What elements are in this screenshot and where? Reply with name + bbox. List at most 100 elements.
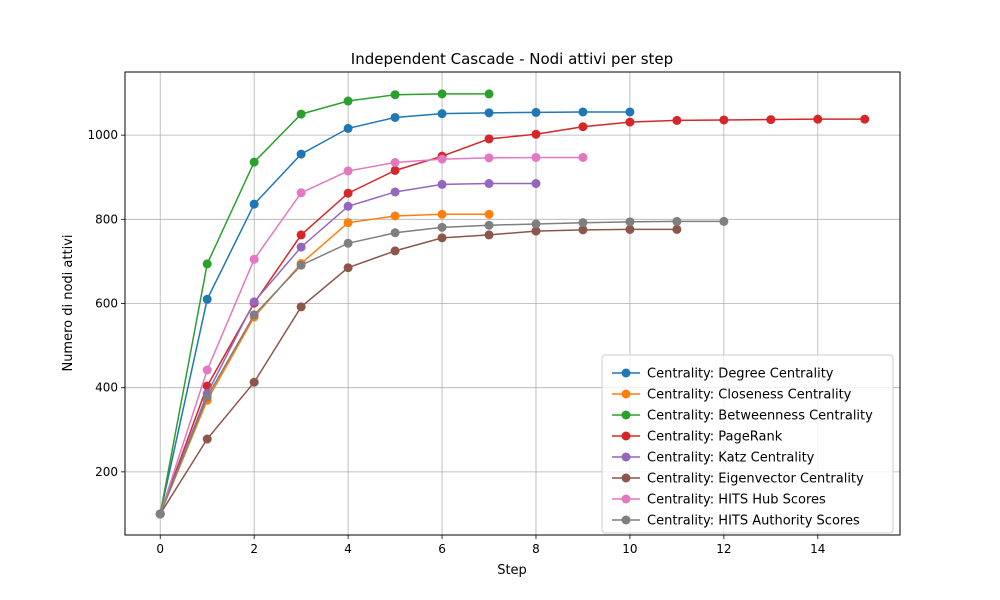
legend-marker [621, 494, 631, 504]
data-point [437, 233, 447, 243]
data-point [390, 157, 400, 167]
series-3 [155, 114, 870, 519]
series-line [159, 93, 490, 515]
data-point [202, 294, 212, 304]
legend-label: Centrality: Closeness Centrality [647, 388, 852, 403]
series-line [159, 213, 490, 515]
legend-item: Centrality: HITS Hub Scores [612, 493, 826, 508]
series-line [159, 118, 865, 515]
data-point [672, 216, 682, 226]
y-tick-label: 400 [95, 381, 118, 395]
data-point [578, 152, 588, 162]
legend-label: Centrality: Degree Centrality [647, 367, 834, 382]
data-point [578, 122, 588, 132]
data-point [296, 230, 306, 240]
data-point [390, 211, 400, 221]
data-point [860, 114, 870, 124]
data-point [672, 115, 682, 125]
data-point [437, 209, 447, 219]
x-tick-label: 8 [532, 542, 540, 556]
legend-label: Centrality: Eigenvector Centrality [647, 472, 864, 487]
series-line [159, 156, 583, 515]
data-point [155, 509, 165, 519]
data-point [531, 179, 541, 189]
data-point [202, 392, 212, 402]
data-point [249, 254, 259, 264]
data-point [578, 218, 588, 228]
data-point [296, 109, 306, 119]
data-point [343, 263, 353, 273]
data-point [625, 107, 635, 117]
legend-label: Centrality: HITS Hub Scores [647, 493, 826, 508]
y-tick-label: 600 [95, 297, 118, 311]
data-point [202, 259, 212, 269]
legend-marker [621, 431, 631, 441]
data-point [531, 129, 541, 139]
series-4 [155, 179, 541, 519]
legend-item: Centrality: PageRank [612, 430, 783, 445]
series-7 [155, 216, 729, 519]
legend-box [601, 354, 894, 534]
data-point [719, 216, 729, 226]
data-point [249, 377, 259, 387]
data-point [813, 114, 823, 124]
data-point [719, 115, 729, 125]
data-point [390, 246, 400, 256]
data-point [625, 117, 635, 127]
data-point [484, 230, 494, 240]
data-point [390, 187, 400, 197]
data-point [437, 109, 447, 119]
legend-label: Centrality: Katz Centrality [647, 451, 815, 466]
data-point [437, 89, 447, 99]
data-point [249, 199, 259, 209]
data-point [249, 297, 259, 307]
data-point [202, 434, 212, 444]
legend-label: Centrality: Betweenness Centrality [647, 409, 873, 424]
x-tick-label: 12 [716, 542, 731, 556]
legend: Centrality: Degree Centrality Centrality:… [601, 354, 894, 534]
data-point [390, 165, 400, 175]
series-6 [155, 152, 588, 519]
data-point [437, 179, 447, 189]
ticks: 0 2 4 6 8 10 12 14 200 400 600 800 1000 [87, 128, 825, 556]
data-point [484, 153, 494, 163]
data-point [296, 149, 306, 159]
data-point [531, 107, 541, 117]
legend-label: Centrality: HITS Authority Scores [647, 514, 860, 529]
data-point [531, 219, 541, 229]
y-tick-label: 1000 [87, 128, 118, 142]
data-point [437, 154, 447, 164]
legend-item: Centrality: HITS Authority Scores [612, 514, 860, 529]
data-point [343, 238, 353, 248]
y-tick-label: 800 [95, 212, 118, 226]
data-point [766, 115, 776, 125]
data-point [343, 123, 353, 133]
data-point [437, 222, 447, 232]
data-point [296, 188, 306, 198]
data-point [578, 107, 588, 117]
data-point [484, 179, 494, 189]
data-point [343, 188, 353, 198]
data-point [390, 228, 400, 238]
data-point [531, 152, 541, 162]
data-point [484, 134, 494, 144]
data-point [531, 226, 541, 236]
y-axis-label: Numero di nodi attivi [61, 234, 76, 371]
chart-title: Independent Cascade - Nodi attivi per st… [351, 50, 673, 68]
data-point [249, 310, 259, 320]
data-point [484, 209, 494, 219]
legend-item: Centrality: Katz Centrality [612, 451, 815, 466]
x-tick-label: 10 [622, 542, 637, 556]
legend-marker [621, 410, 631, 420]
data-point [390, 112, 400, 122]
data-point [484, 220, 494, 230]
legend-marker [621, 389, 631, 399]
legend-item: Centrality: Betweenness Centrality [612, 409, 873, 424]
data-point [484, 89, 494, 99]
data-point [343, 166, 353, 176]
series-2 [155, 89, 494, 519]
data-point [484, 108, 494, 118]
legend-label: Centrality: PageRank [647, 430, 783, 445]
x-tick-label: 4 [344, 542, 352, 556]
